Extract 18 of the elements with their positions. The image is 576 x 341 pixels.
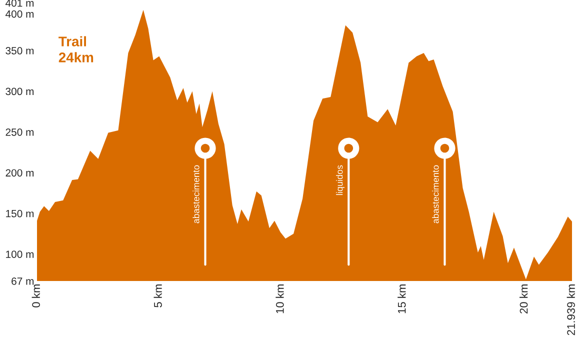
- y-tick-label: 100 m: [6, 250, 34, 258]
- y-tick-label: 200 m: [6, 169, 34, 177]
- y-tick-label: 67 m: [12, 278, 34, 285]
- y-tick-label: 350 m: [6, 47, 34, 54]
- annotation: liquidos: [336, 165, 344, 195]
- x-tick-label: 20 km: [520, 284, 528, 314]
- x-tick-label: 10 km: [276, 284, 284, 314]
- annotation: abastecimento: [432, 165, 439, 224]
- annotation: abastecimento: [192, 165, 200, 224]
- x-tick-label: 21.939 km: [566, 284, 575, 336]
- y-tick-label: 400 m: [6, 10, 34, 18]
- y-tick-label: 150 m: [6, 210, 34, 218]
- text: Trail 24km: [58, 36, 94, 62]
- y-tick-label: 300 m: [6, 88, 34, 96]
- x-tick-label: 5 km: [154, 284, 162, 308]
- x-tick-label: 0 km: [32, 284, 40, 308]
- y-tick-label: 250 m: [6, 128, 34, 136]
- x-tick-label: 15 km: [398, 284, 406, 314]
